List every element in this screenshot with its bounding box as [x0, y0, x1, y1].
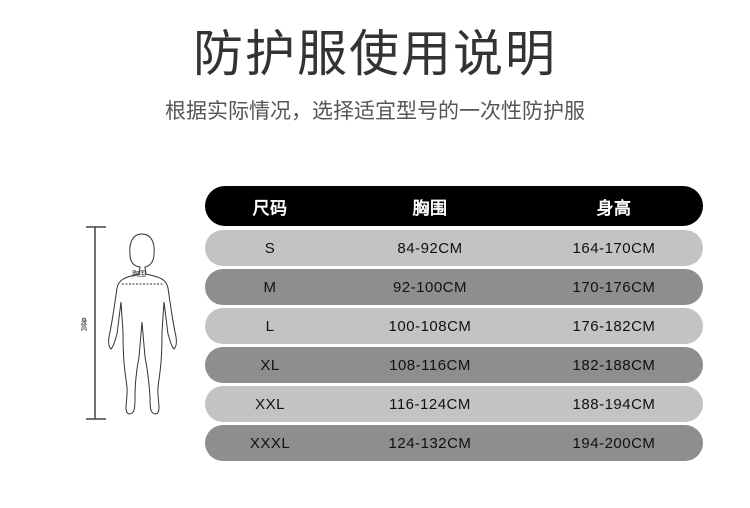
chest-label: 胸围	[132, 269, 146, 278]
chest-cell: 92-100CM	[392, 278, 468, 296]
height-label: 身高	[80, 316, 88, 332]
chest-cell: 108-116CM	[389, 356, 471, 374]
size-cell: XXXL	[249, 434, 291, 452]
chest-cell: 84-92CM	[397, 239, 463, 257]
table-row: XXL 116-124CM 188-194CM	[205, 386, 703, 422]
height-cell: 170-176CM	[572, 278, 656, 296]
height-cell: 164-170CM	[572, 239, 656, 257]
size-cell: M	[263, 278, 277, 296]
body-outline-icon	[108, 233, 177, 415]
size-cell: S	[264, 239, 276, 257]
table-row: M 92-100CM 170-176CM	[205, 269, 703, 305]
size-cell: L	[265, 317, 275, 335]
table-row: XL 108-116CM 182-188CM	[205, 347, 703, 383]
header-size: 尺码	[252, 198, 288, 219]
table-row: S 84-92CM 164-170CM	[205, 230, 703, 266]
header-height: 身高	[596, 198, 632, 219]
table-row: L 100-108CM 176-182CM	[205, 308, 703, 344]
height-cell: 188-194CM	[572, 395, 656, 413]
height-bar	[86, 226, 106, 420]
height-cell: 194-200CM	[572, 434, 656, 452]
chest-cell: 124-132CM	[388, 434, 472, 452]
page-subtitle: 根据实际情况，选择适宜型号的一次性防护服	[165, 99, 585, 123]
chest-cell: 100-108CM	[388, 317, 472, 335]
chest-cell: 116-124CM	[389, 395, 471, 413]
body-measurement-figure: 身高 胸围	[80, 226, 177, 420]
size-table: 尺码 胸围 身高 S 84-92CM 164-170CM M 92-100CM …	[205, 186, 703, 464]
height-cell: 176-182CM	[572, 317, 656, 335]
header-chest: 胸围	[412, 198, 448, 219]
page-title: 防护服使用说明	[193, 25, 557, 83]
table-header: 尺码 胸围 身高	[205, 186, 703, 226]
height-cell: 182-188CM	[572, 356, 656, 374]
size-cell: XL	[260, 356, 280, 374]
table-row: XXXL 124-132CM 194-200CM	[205, 425, 703, 461]
size-cell: XXL	[255, 395, 285, 413]
